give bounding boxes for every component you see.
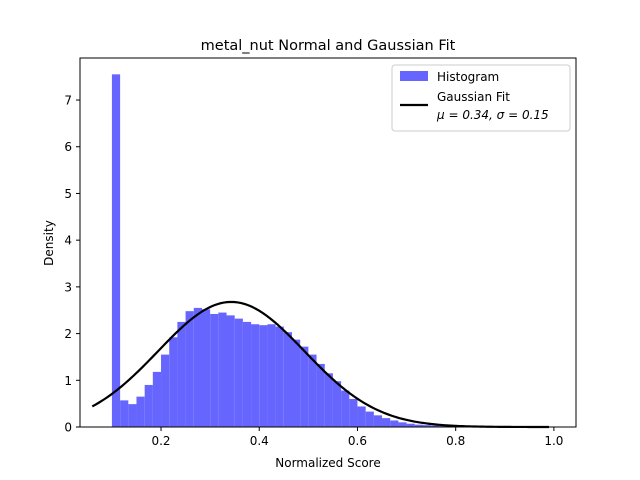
- histogram-bar: [169, 337, 178, 427]
- histogram-bar: [357, 406, 366, 427]
- histogram-bar: [275, 326, 284, 427]
- legend-fit-params: μ = 0.34, σ = 0.15: [436, 108, 549, 122]
- x-tick-label: 1.0: [544, 434, 563, 448]
- x-tick-label: 0.2: [151, 434, 170, 448]
- histogram-bar: [422, 425, 432, 427]
- histogram-bar: [316, 363, 325, 427]
- histogram-bar: [226, 315, 235, 427]
- y-tick-label: 5: [64, 187, 72, 201]
- y-tick-label: 3: [64, 280, 72, 294]
- y-tick-label: 4: [64, 234, 72, 248]
- histogram-bar: [406, 423, 415, 427]
- histogram-bar: [185, 311, 194, 427]
- histogram-bar: [398, 422, 407, 427]
- histogram-bar: [292, 339, 301, 427]
- histogram-bar: [144, 384, 153, 427]
- legend-fit-label: Gaussian Fit: [437, 90, 510, 104]
- histogram-bar: [390, 420, 399, 427]
- histogram-bar: [324, 373, 333, 427]
- histogram-bar: [152, 371, 162, 427]
- histogram-bar: [283, 332, 293, 427]
- histogram-bar: [177, 321, 186, 427]
- histogram-bar: [365, 411, 374, 427]
- y-tick-label: 2: [64, 327, 72, 341]
- histogram-bar: [111, 74, 121, 428]
- histogram-bar: [341, 390, 350, 427]
- histogram-bar: [251, 324, 260, 427]
- histogram-bar: [300, 346, 309, 427]
- x-tick-label: 0.4: [250, 434, 269, 448]
- y-axis-label: Density: [42, 220, 56, 266]
- histogram-bar: [308, 354, 317, 427]
- y-tick-label: 1: [64, 374, 72, 388]
- x-tick-label: 0.8: [446, 434, 465, 448]
- gaussian-fit-line: [91, 300, 549, 429]
- histogram-bar: [267, 324, 276, 427]
- x-axis-label: Normalized Score: [275, 456, 380, 470]
- y-tick-label: 6: [64, 140, 72, 154]
- histogram-bar: [332, 381, 342, 427]
- legend-box: [391, 64, 571, 132]
- y-axis: 0 1 2 3 4 5 6 7: [64, 94, 80, 435]
- histogram-bar: [234, 318, 243, 427]
- histogram-bar: [382, 418, 391, 427]
- histogram-bar: [210, 313, 219, 427]
- histogram-bar: [201, 309, 211, 427]
- legend-histogram-label: Histogram: [437, 70, 499, 84]
- histogram-bar: [120, 400, 129, 427]
- y-tick-label: 0: [64, 421, 72, 435]
- histogram-bar: [161, 354, 170, 427]
- histogram-bar: [414, 424, 423, 427]
- histogram-bar: [259, 325, 268, 427]
- histogram-bar: [242, 321, 252, 427]
- histogram-bar: [218, 312, 227, 427]
- x-axis: 0.2 0.4 0.6 0.8 1.0: [151, 427, 563, 448]
- histogram-bar: [373, 415, 383, 427]
- chart-title: metal_nut Normal and Gaussian Fit: [201, 38, 456, 54]
- histogram-bar: [136, 396, 145, 427]
- legend: Histogram Gaussian Fit μ = 0.34, σ = 0.1…: [391, 64, 571, 132]
- histogram-bars: [111, 74, 497, 428]
- x-tick-label: 0.6: [348, 434, 367, 448]
- histogram-bar: [349, 398, 358, 427]
- histogram-bar: [193, 307, 202, 427]
- histogram-bar: [431, 425, 440, 427]
- y-tick-label: 7: [64, 94, 72, 108]
- plot-frame: [79, 57, 577, 428]
- legend-histogram-swatch: [400, 71, 428, 81]
- histogram-bar: [128, 404, 137, 427]
